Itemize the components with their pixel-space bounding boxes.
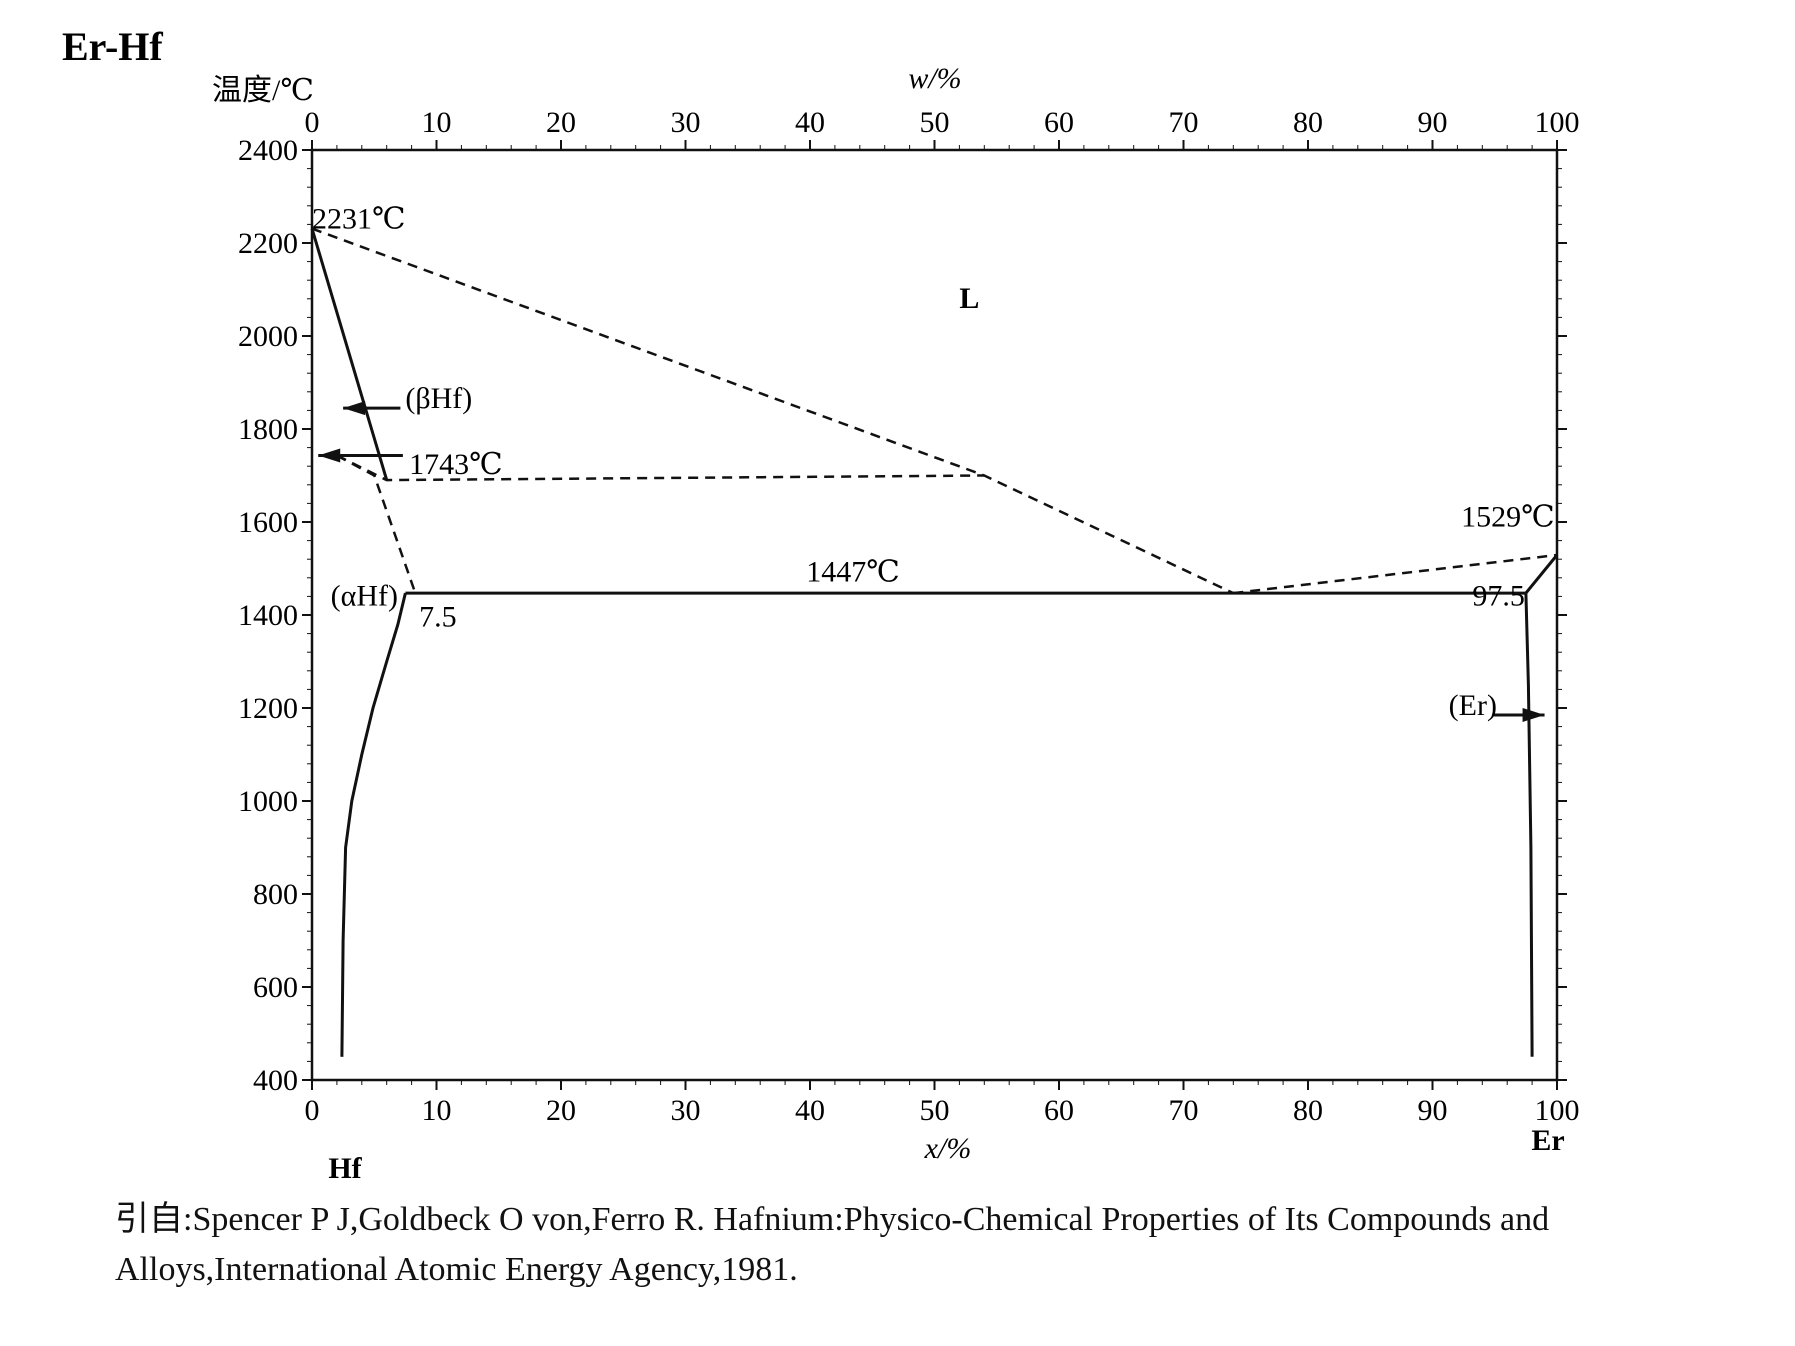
y-tick-label: 800 — [253, 878, 298, 911]
bottom-tick-label: 50 — [920, 1094, 950, 1127]
melting-1743-arrow-head — [318, 448, 341, 463]
top-tick-label: 90 — [1418, 106, 1448, 139]
label-7-5: 7.5 — [419, 601, 457, 634]
y-tick-label: 1800 — [238, 413, 298, 446]
bottom-tick-label: 40 — [795, 1094, 825, 1127]
phase-annotations: 2231℃ L (βHf) 1743℃ 1529℃ 1447℃ (αHf) 7.5 97.5 (E… — [312, 203, 1555, 722]
y-tick-label: 600 — [253, 971, 298, 1004]
label-er-phase: (Er) — [1449, 689, 1497, 722]
label-1743: 1743℃ — [409, 448, 503, 481]
y-tick-label: 400 — [253, 1064, 298, 1097]
bottom-tick-label: 0 — [305, 1094, 320, 1127]
top-axis-label: w/% — [908, 62, 961, 95]
y-tick-label: 1000 — [238, 785, 298, 818]
bottom-tick-label: 90 — [1418, 1094, 1448, 1127]
bottom-tick-label: 80 — [1293, 1094, 1323, 1127]
er-phase-arrow-head — [1522, 707, 1545, 722]
bottom-tick-label: 30 — [671, 1094, 701, 1127]
annotation-arrows — [318, 401, 1545, 722]
element-right-label: Er — [1531, 1124, 1564, 1157]
y-axis-label: 温度/℃ — [212, 74, 314, 107]
element-left-label: Hf — [328, 1152, 362, 1180]
bottom-axis-label: x/% — [924, 1132, 972, 1165]
reference-citation: 引自:Spencer P J,Goldbeck O von,Ferro R. H… — [115, 1195, 1775, 1295]
bottom-tick-label: 70 — [1169, 1094, 1199, 1127]
reference-line-1: 引自:Spencer P J,Goldbeck O von,Ferro R. H… — [115, 1201, 1550, 1238]
phase-boundary-0 — [310, 228, 389, 481]
beta-hf-arrow-head — [343, 401, 366, 416]
bottom-tick-label: 10 — [422, 1094, 452, 1127]
top-tick-label: 50 — [920, 106, 950, 139]
plot-frame — [310, 148, 1559, 1082]
label-2231: 2231℃ — [312, 203, 406, 236]
top-tick-label: 20 — [546, 106, 576, 139]
top-tick-label: 40 — [795, 106, 825, 139]
bottom-tick-label: 20 — [546, 1094, 576, 1127]
reference-line-2: Alloys,International Atomic Energy Agenc… — [115, 1251, 798, 1288]
top-tick-label: 100 — [1535, 106, 1580, 139]
phase-boundary-8 — [1524, 593, 1534, 1057]
bottom-tick-label: 100 — [1535, 1094, 1580, 1127]
top-tick-label: 10 — [422, 106, 452, 139]
phase-boundary-3 — [336, 454, 417, 594]
phase-boundaries — [310, 227, 1559, 1057]
bottom-tick-label: 60 — [1044, 1094, 1074, 1127]
label-1529: 1529℃ — [1461, 501, 1555, 534]
label-alpha-hf: (αHf) — [331, 580, 398, 613]
label-1447: 1447℃ — [806, 556, 900, 589]
chart-title: Er-Hf — [62, 24, 163, 69]
top-tick-label: 0 — [305, 106, 320, 139]
y-tick-label: 2200 — [238, 227, 298, 260]
label-liquid: L — [959, 282, 979, 315]
y-tick-label: 2400 — [238, 134, 298, 167]
phase-boundary-6 — [1524, 554, 1559, 595]
label-beta-hf: (βHf) — [405, 382, 472, 415]
label-97-5: 97.5 — [1472, 580, 1525, 613]
y-tick-label: 1200 — [238, 692, 298, 725]
top-tick-label: 30 — [671, 106, 701, 139]
top-tick-label: 80 — [1293, 106, 1323, 139]
top-tick-label: 60 — [1044, 106, 1074, 139]
phase-diagram: Er-Hf 温度/℃ w/% x/% Hf Er 400600800100012… — [62, 24, 1580, 1180]
y-tick-label: 2000 — [238, 320, 298, 353]
phase-boundary-7 — [340, 592, 407, 1057]
y-tick-label: 1400 — [238, 599, 298, 632]
top-tick-label: 70 — [1169, 106, 1199, 139]
axis-ticks: 4006008001000120014001600180020002200240… — [238, 106, 1580, 1127]
phase-boundary-5 — [1233, 553, 1558, 595]
y-tick-label: 1600 — [238, 506, 298, 539]
